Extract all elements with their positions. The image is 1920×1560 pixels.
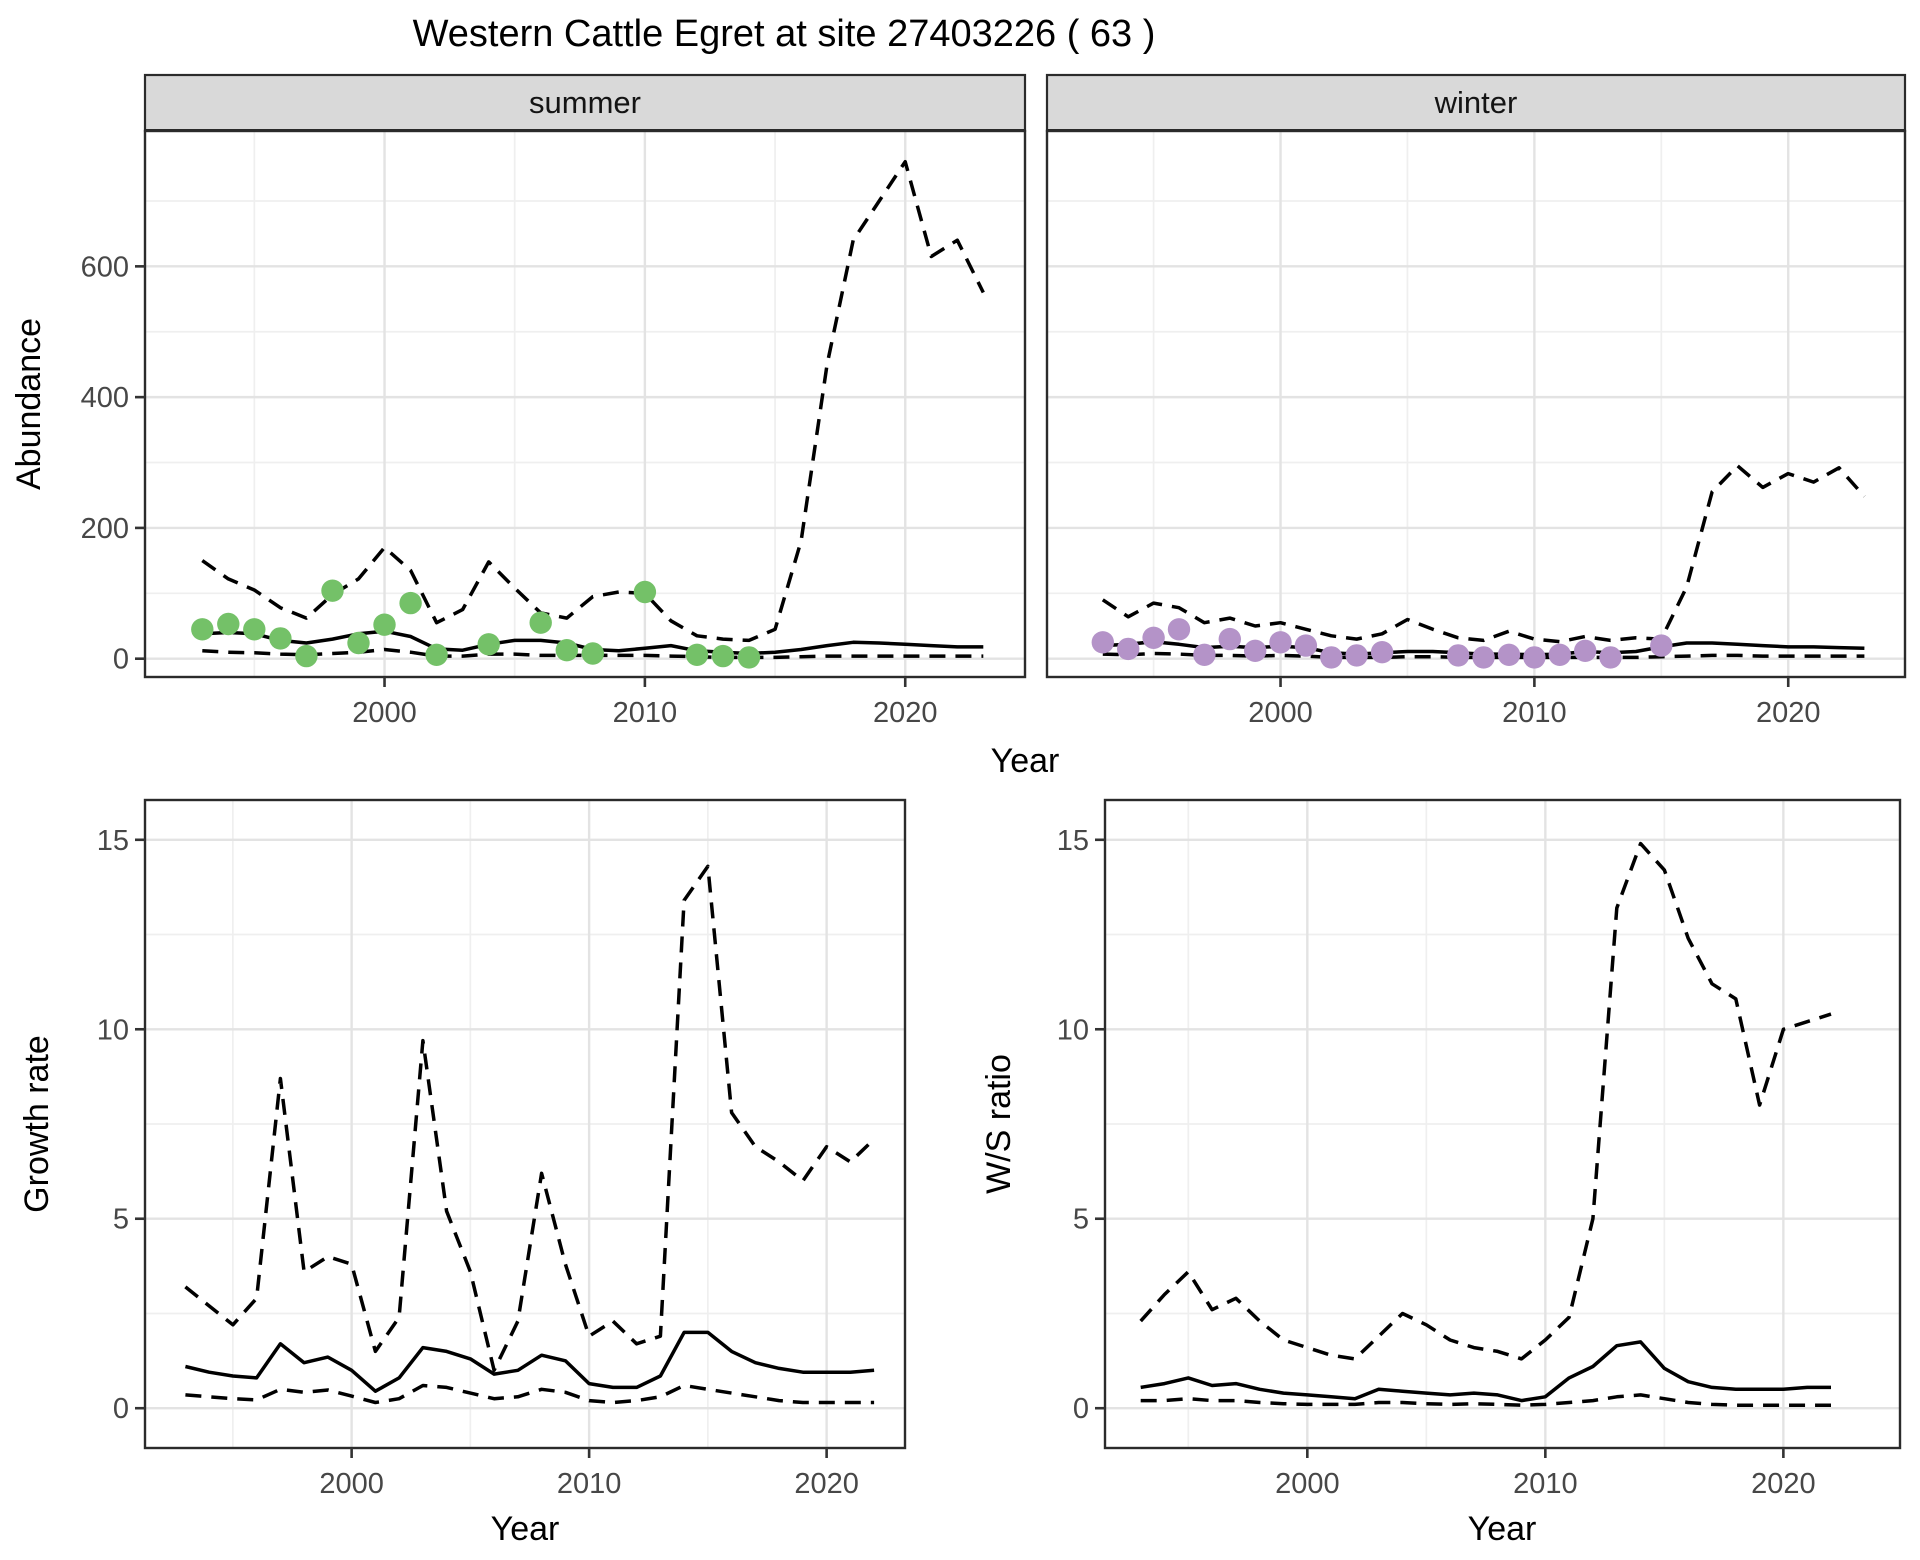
observation-point [633, 580, 657, 604]
observation-point [217, 612, 240, 636]
axis-title-ws-ratio: W/S ratio [980, 1054, 1018, 1194]
facet-strip [143, 73, 1027, 133]
axis-title-year-ws: Year [1468, 1510, 1537, 1548]
x-tick-label: 2000 [352, 697, 417, 729]
panel-border [143, 129, 1027, 679]
axis-title-growth-rate: Growth rate [18, 1035, 56, 1213]
observation-point [1574, 639, 1597, 662]
x-tick-label: 2000 [319, 1468, 384, 1500]
observation-point [347, 631, 370, 655]
observation-point [1447, 644, 1470, 667]
observation-point [1472, 646, 1495, 669]
observation-point [529, 611, 552, 634]
figure-title: Western Cattle Egret at site 27403226 ( … [413, 13, 1156, 55]
y-tick-label: 0 [113, 644, 129, 676]
x-tick-label: 2020 [873, 697, 938, 729]
observation-point [1370, 641, 1394, 664]
y-tick-label: 200 [81, 513, 129, 545]
observation-point [321, 579, 344, 602]
y-tick-label: 10 [1057, 1014, 1089, 1046]
observation-point [581, 642, 604, 665]
panel-abundance_winter: 2000 2010 2020 [1045, 73, 1907, 729]
observation-point [425, 643, 448, 666]
y-tick-label: 400 [81, 382, 129, 414]
observation-point [1345, 644, 1368, 667]
x-tick-label: 2010 [1502, 697, 1567, 729]
observation-point [1244, 639, 1267, 662]
observation-point [1650, 634, 1673, 657]
x-tick-label: 2010 [557, 1468, 622, 1500]
y-tick-label: 5 [1073, 1204, 1089, 1236]
observation-point [243, 618, 266, 641]
observation-point [1117, 637, 1140, 661]
panel-border [1045, 129, 1907, 679]
observation-point [477, 633, 500, 656]
series-group [1139, 841, 1832, 1407]
lower-ci-line [185, 1383, 875, 1405]
x-tick-label: 2000 [1275, 1468, 1340, 1500]
y-tick-label: 5 [113, 1204, 129, 1236]
panel-growth_rate: 2000 2010 2020 0 5 10 15 [97, 798, 907, 1500]
upper-ci-line [201, 159, 985, 643]
observation-point [1320, 646, 1343, 669]
axis-title-year-top: Year [991, 742, 1060, 780]
observation-point [1142, 626, 1165, 649]
panel-abundance_summer: 2000 2010 2020 0 200 400 600 [81, 73, 1027, 729]
panel-border [1103, 798, 1902, 1450]
median-line [1140, 1340, 1831, 1403]
panel-background [145, 131, 1025, 677]
y-tick-label: 15 [97, 825, 129, 857]
strip-label-winter: winter [1434, 85, 1518, 120]
panel-border [143, 798, 907, 1450]
observation-point [1497, 643, 1521, 666]
panel-background [1047, 131, 1905, 677]
x-tick-label: 2010 [1513, 1468, 1578, 1500]
axis-title-abundance: Abundance [10, 318, 48, 490]
x-tick-label: 2000 [1248, 697, 1313, 729]
observation-point [269, 627, 292, 650]
panel-ws_ratio: 2000 2010 2020 0 5 10 15 [1057, 798, 1902, 1500]
y-tick-label: 600 [81, 251, 129, 283]
series-group [1091, 464, 1866, 669]
y-tick-label: 0 [113, 1393, 129, 1425]
x-tick-label: 2020 [794, 1468, 859, 1500]
series-group [184, 864, 876, 1405]
observation-point [191, 618, 214, 641]
observation-point [1269, 631, 1292, 654]
y-tick-label: 10 [97, 1014, 129, 1046]
x-tick-label: 2020 [1751, 1468, 1816, 1500]
lower-ci-line [1140, 1393, 1831, 1407]
observation-point [373, 613, 396, 636]
axis-title-year-growth: Year [491, 1510, 560, 1548]
observation-point [1599, 646, 1622, 669]
observation-point [295, 644, 318, 668]
strip-label-summer: summer [529, 85, 641, 120]
observation-point [399, 591, 422, 615]
observation-point [1523, 646, 1546, 669]
facet-strip [1045, 73, 1907, 133]
observation-point [711, 644, 735, 668]
observation-point [1167, 618, 1191, 641]
y-tick-label: 0 [1073, 1393, 1089, 1425]
observation-point [685, 643, 709, 666]
series-group [191, 159, 985, 669]
observation-point [1548, 643, 1572, 666]
lower-ci-line [1102, 651, 1865, 660]
upper-ci-line [184, 864, 876, 1373]
observation-point [555, 639, 578, 662]
upper-ci-line [1101, 464, 1866, 644]
observation-point [1218, 627, 1242, 651]
observation-point [1294, 634, 1318, 657]
x-tick-label: 2010 [613, 697, 678, 729]
observation-point [1193, 643, 1216, 666]
y-tick-label: 15 [1057, 825, 1089, 857]
x-tick-label: 2020 [1756, 697, 1821, 729]
observation-point [1091, 631, 1115, 654]
median-line [184, 1330, 875, 1393]
observation-point [737, 646, 761, 669]
upper-ci-line [1139, 841, 1832, 1361]
